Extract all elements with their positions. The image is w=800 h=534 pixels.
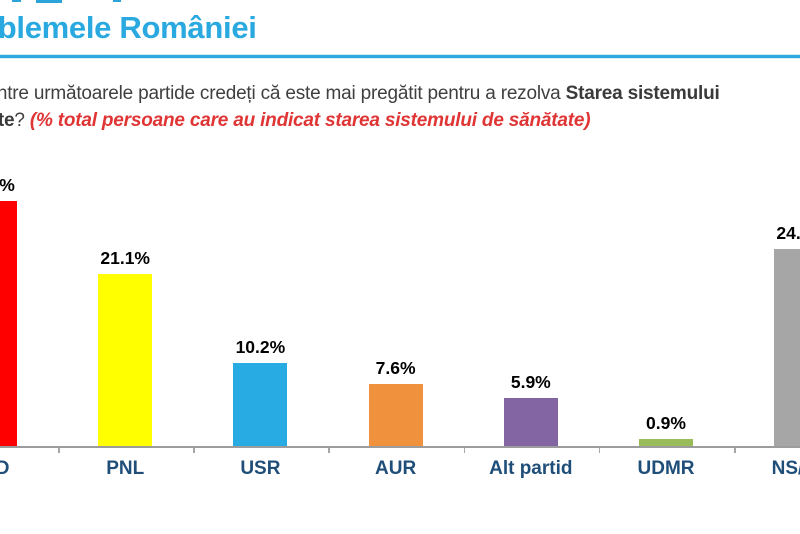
value-label-usr: 10.2% [235, 337, 286, 357]
axis-tick [598, 447, 601, 453]
bar-pnl [98, 274, 153, 446]
category-label-alt-partid: Alt partid [489, 458, 573, 479]
question-note-red: (% total persoane care au indicat starea… [24, 110, 591, 131]
question-topic-bold-cont: de sănătate [0, 110, 15, 131]
value-label-udmr: 0.9% [646, 413, 686, 433]
question-mark: ? [14, 110, 25, 131]
bar-alt-partid [503, 398, 558, 446]
bar-aur [368, 384, 423, 446]
bar-psd [0, 201, 17, 446]
category-label-ns-nr: NS/NR [771, 458, 800, 479]
value-label-alt-partid: 5.9% [510, 372, 551, 392]
value-label-pnl: 21.1% [100, 248, 150, 268]
value-label-aur: 7.6% [375, 358, 416, 378]
cropped-text-fragment [12, 0, 21, 2]
x-axis [0, 446, 800, 448]
title-divider [0, 54, 800, 59]
bar-chart: 30.1% PSD 21.1% PNL 10.2% USR 7.6% AUR 5.9% Alt p… [0, 150, 800, 534]
value-label-psd: 30.1% [0, 175, 15, 195]
cropped-text-fragment [36, 0, 62, 3]
axis-tick [734, 447, 736, 453]
bar-usr [233, 363, 288, 446]
bar-udmr [639, 439, 693, 446]
axis-tick [328, 447, 330, 453]
category-label-psd: PSD [0, 458, 10, 479]
question-line-2: de sănătate? (% total persoane care au i… [0, 108, 591, 134]
axis-tick [193, 447, 195, 453]
bar-ns-nr [774, 249, 800, 446]
category-label-pnl: PNL [106, 458, 145, 479]
category-label-aur: AUR [375, 458, 417, 479]
page-title: Problemele României [0, 10, 257, 45]
category-label-udmr: UDMR [637, 458, 695, 479]
question-topic-bold: Starea sistemului [565, 83, 720, 104]
category-label-usr: USR [240, 458, 281, 479]
cropped-text-fragment [113, 0, 121, 2]
axis-tick [58, 447, 60, 453]
question-line-1: Care dintre următoarele partide credeți … [0, 81, 720, 107]
question-text: Care dintre următoarele partide credeți … [0, 83, 561, 104]
value-label-ns-nr: 24.2% [776, 223, 800, 243]
axis-tick [463, 447, 466, 453]
